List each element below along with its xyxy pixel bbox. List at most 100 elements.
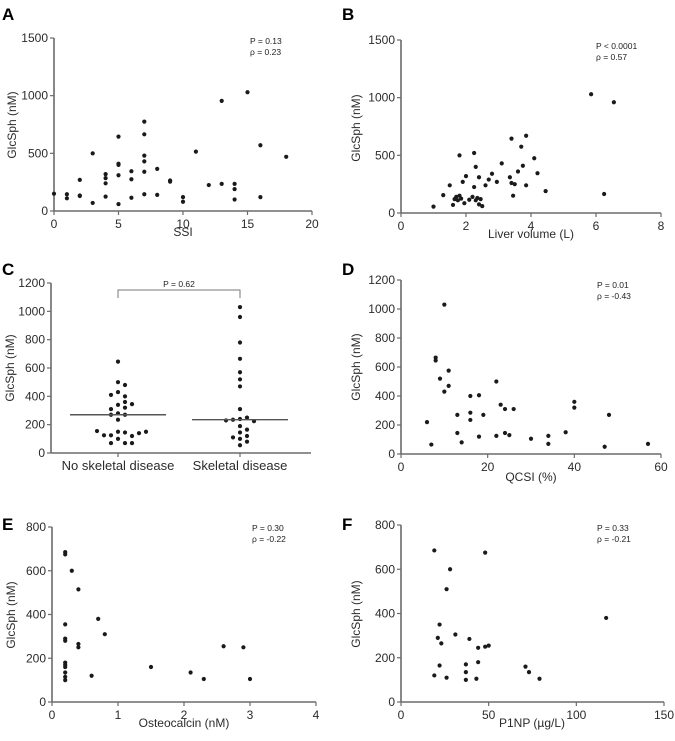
data-point xyxy=(115,389,121,395)
data-point xyxy=(435,635,440,640)
data-point xyxy=(546,433,551,438)
data-point xyxy=(441,193,446,198)
data-point xyxy=(511,193,516,198)
data-point xyxy=(602,444,607,449)
data-point xyxy=(520,163,525,168)
data-point xyxy=(494,179,499,184)
data-point xyxy=(115,436,121,441)
data-point xyxy=(602,191,607,197)
data-point xyxy=(524,183,529,188)
data-point xyxy=(237,340,243,345)
data-point xyxy=(546,441,551,446)
data-point xyxy=(180,195,186,200)
data-point xyxy=(237,377,243,382)
data-point xyxy=(143,429,149,434)
data-point xyxy=(122,382,128,388)
x-tick-label: 4 xyxy=(528,219,535,233)
p-value-annotation: P = 0.62 xyxy=(163,279,195,289)
data-point xyxy=(606,412,612,417)
data-point xyxy=(481,412,486,417)
x-axis-label: Osteocalcin (nM) xyxy=(139,716,230,730)
data-point xyxy=(258,143,263,148)
data-point xyxy=(232,181,237,186)
data-point xyxy=(155,166,160,172)
panel-label: B xyxy=(342,5,354,24)
data-point xyxy=(103,181,108,186)
x-tick-label: 150 xyxy=(654,708,674,722)
data-point xyxy=(193,149,198,154)
rho-annotation: ρ = -0.22 xyxy=(252,534,286,544)
y-tick-label: 600 xyxy=(26,564,46,578)
x-tick-label: 2 xyxy=(181,708,188,722)
y-tick-label: 800 xyxy=(25,333,45,347)
data-point xyxy=(64,192,69,197)
y-tick-label: 400 xyxy=(375,607,395,621)
data-point xyxy=(116,201,121,207)
data-point xyxy=(129,433,135,439)
data-point xyxy=(237,314,243,320)
data-point xyxy=(470,194,475,199)
data-point xyxy=(589,92,594,97)
panel-b: B 0 500 1000 1500 GlcSph (nM) 0 2 4 6 8 Liver volum… xyxy=(342,5,665,241)
data-point xyxy=(103,171,108,177)
data-point xyxy=(446,368,451,373)
data-point xyxy=(237,406,243,412)
data-point xyxy=(201,676,206,682)
data-point xyxy=(63,622,68,627)
data-point xyxy=(515,169,521,174)
data-point xyxy=(116,162,121,167)
data-point xyxy=(103,176,108,181)
y-axis-label: GlcSph (nM) xyxy=(349,580,363,647)
data-point xyxy=(237,304,243,310)
y-tick-label: 0 xyxy=(41,204,48,218)
data-point xyxy=(76,645,81,650)
data-point xyxy=(115,380,121,385)
y-tick-label: 1000 xyxy=(368,91,395,105)
data-point xyxy=(543,188,548,194)
data-point xyxy=(108,406,114,412)
y-axis-label: GlcSph (nM) xyxy=(5,91,19,158)
data-point xyxy=(537,676,542,681)
data-point xyxy=(94,428,100,434)
data-point xyxy=(442,302,447,307)
x-tick-label: 15 xyxy=(241,217,255,231)
data-point xyxy=(476,175,482,180)
data-point xyxy=(473,164,478,169)
data-point xyxy=(142,132,147,137)
data-point xyxy=(63,638,68,643)
data-point xyxy=(507,175,512,180)
y-tick-label: 400 xyxy=(375,389,395,403)
data-point xyxy=(519,144,524,149)
x-tick-label: 40 xyxy=(568,460,582,474)
x-tick-label: 0 xyxy=(49,708,56,722)
p-value-annotation: P < 0.0001 xyxy=(596,41,637,51)
x-axis-label: Liver volume (L) xyxy=(488,227,574,241)
data-point xyxy=(142,153,147,158)
p-value-annotation: P = 0.01 xyxy=(597,280,629,290)
data-point xyxy=(237,384,243,389)
data-point xyxy=(432,548,437,553)
x-tick-label: 60 xyxy=(654,460,668,474)
y-tick-label: 200 xyxy=(375,651,395,665)
data-point xyxy=(206,182,211,188)
data-point xyxy=(454,194,459,199)
data-point xyxy=(51,191,57,196)
data-point xyxy=(463,670,468,675)
data-point xyxy=(108,392,114,398)
x-category-label: Skeletal disease xyxy=(193,458,288,473)
data-point xyxy=(431,204,436,209)
data-point xyxy=(129,195,134,200)
x-tick-label: 6 xyxy=(593,219,600,233)
data-point xyxy=(244,415,250,420)
x-axis-label: QCSI (%) xyxy=(505,470,556,484)
data-point xyxy=(142,169,147,174)
y-tick-label: 600 xyxy=(25,361,45,375)
data-point xyxy=(102,632,107,637)
panel-label: F xyxy=(342,515,352,534)
data-point xyxy=(76,587,81,592)
data-point xyxy=(442,389,447,394)
data-point xyxy=(108,440,114,446)
data-point xyxy=(90,200,95,206)
x-tick-label: 0 xyxy=(398,460,405,474)
